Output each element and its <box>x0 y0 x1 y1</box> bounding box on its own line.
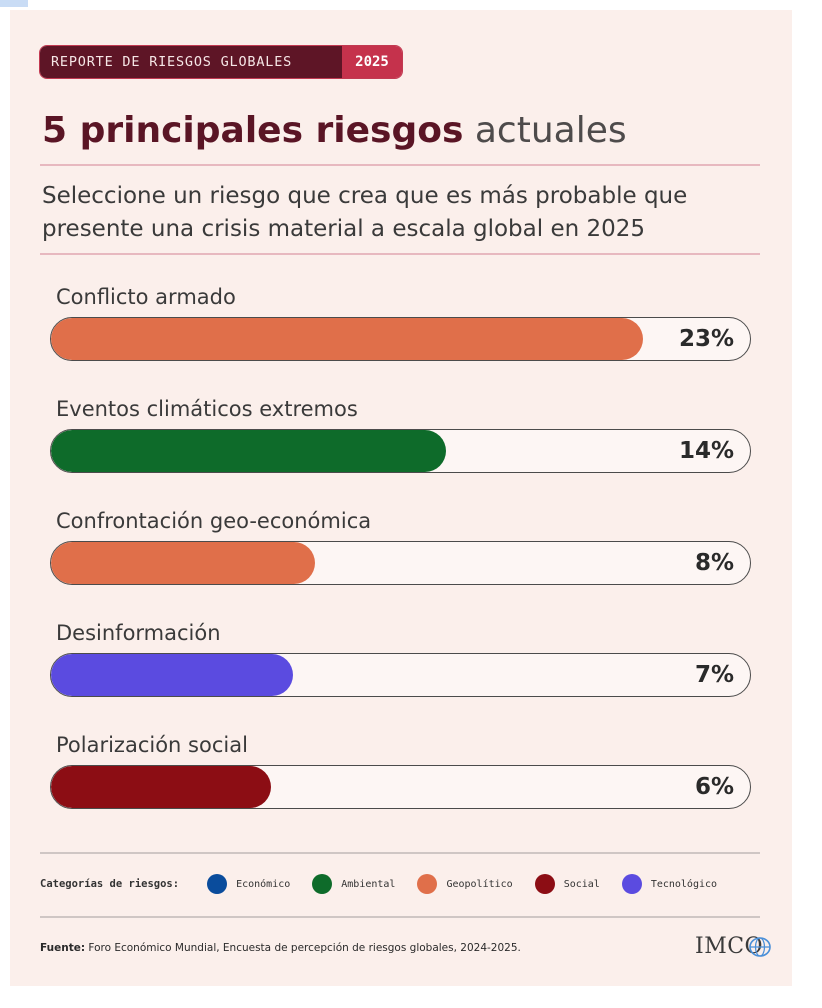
source-label: Fuente: <box>40 942 86 954</box>
divider <box>40 916 760 918</box>
legend-label: Tecnológico <box>650 878 718 890</box>
legend-swatch <box>621 874 642 894</box>
title-light: actuales <box>474 110 627 151</box>
bar-value-label: 23% <box>678 326 734 352</box>
bar <box>51 542 315 584</box>
bar-value-label: 14% <box>678 438 734 464</box>
globe-icon <box>749 936 771 957</box>
badge-label: REPORTE DE RIESGOS GLOBALES <box>40 46 342 78</box>
bar-value-label: 6% <box>694 774 734 800</box>
legend-swatch <box>312 874 333 894</box>
bar <box>51 654 293 696</box>
legend-item: Geopolítico <box>417 874 513 894</box>
bar-value-label: 7% <box>694 662 734 688</box>
legend-item: Económico <box>207 874 290 894</box>
source-text: Foro Económico Mundial, Encuesta de perc… <box>88 942 521 954</box>
legend-swatch <box>534 874 555 894</box>
divider <box>40 164 760 166</box>
bar-label: Confrontación geo-económica <box>56 509 372 533</box>
source-note: Fuente: Foro Económico Mundial, Encuesta… <box>40 942 521 954</box>
bar-track: 7% <box>50 653 751 697</box>
bar-label: Desinformación <box>56 621 221 645</box>
bar-track: 14% <box>50 429 751 473</box>
report-badge: REPORTE DE RIESGOS GLOBALES 2025 <box>39 45 403 79</box>
legend-title: Categorías de riesgos: <box>40 878 180 890</box>
legend-item: Tecnológico <box>621 874 718 894</box>
legend-label: Geopolítico <box>446 878 513 890</box>
bar <box>51 430 447 472</box>
imco-logo: IMCO <box>695 934 775 959</box>
bar-track: 23% <box>50 317 751 361</box>
legend-label: Social <box>563 878 600 890</box>
bar-label: Eventos climáticos extremos <box>56 397 358 421</box>
bar-track: 6% <box>50 765 751 809</box>
bar-track: 8% <box>50 541 751 585</box>
bar-label: Polarización social <box>56 733 248 757</box>
bar-value-label: 8% <box>694 550 734 576</box>
bar <box>51 766 271 808</box>
legend-items: Económico Ambiental Geopolítico Social Tecno… <box>207 874 739 894</box>
corner-mark <box>0 0 28 7</box>
title-bold: 5 principales riesgos <box>42 110 464 151</box>
legend-label: Económico <box>236 878 291 890</box>
bar <box>51 318 643 360</box>
subtitle: Seleccione un riesgo que crea que es más… <box>42 183 688 242</box>
divider <box>40 852 760 854</box>
bar-label: Conflicto armado <box>56 285 236 309</box>
legend-swatch <box>417 874 438 894</box>
legend-label: Ambiental <box>341 878 396 890</box>
legend-item: Ambiental <box>312 874 395 894</box>
legend: Categorías de riesgos: Económico Ambienta… <box>40 872 739 896</box>
legend-item: Social <box>534 874 600 894</box>
page-title: 5 principales riesgos actuales <box>42 110 627 151</box>
legend-swatch <box>207 874 228 894</box>
divider <box>40 253 760 255</box>
badge-year: 2025 <box>342 46 402 78</box>
infographic-card: REPORTE DE RIESGOS GLOBALES 2025 5 princ… <box>10 10 792 986</box>
